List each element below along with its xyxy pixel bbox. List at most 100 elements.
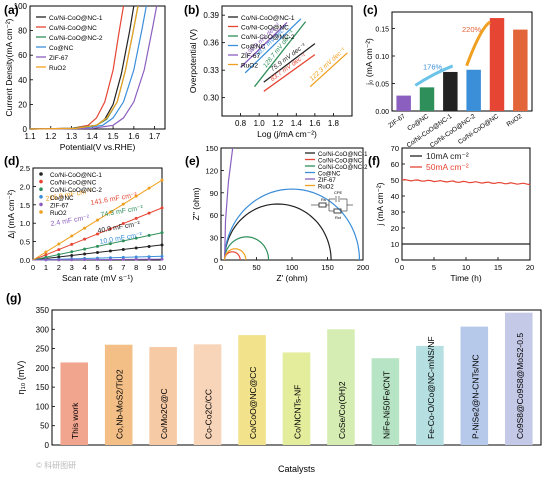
overpotential-bar-6: [327, 329, 355, 445]
legend-label: Co@NC: [49, 45, 74, 52]
y-tick-label: 100: [36, 402, 50, 411]
y-tick-label: 50: [391, 176, 399, 185]
catalyst-label: P-NiSe2@N-CNTs/NC: [470, 354, 480, 439]
y-tick-label: 90: [210, 189, 218, 198]
x-tick-label: 1.8: [328, 119, 340, 128]
overpotential-bar-4: [238, 335, 266, 445]
overpotential-bar-9: [460, 326, 489, 445]
cdl-point: [70, 242, 74, 246]
x-tick-label: 8: [134, 263, 138, 272]
eis-arc-0: [224, 203, 332, 260]
panel-label: (a): [4, 3, 19, 17]
j0-bar-3: [466, 69, 481, 111]
legend-marker: [39, 210, 43, 214]
cdl-point: [96, 250, 99, 254]
legend-label: Co/Ni-CoO@NC-1: [318, 152, 368, 158]
legend-label: Co/Ni-CoO@NC-1: [49, 15, 103, 22]
legend-label: ZIF-67: [318, 178, 336, 184]
y-tick-label: 0.00: [375, 109, 389, 116]
tafel-line-3: [244, 18, 302, 74]
overpotential-bar-3: [193, 344, 222, 445]
legend-label: Co/Ni-CoO@NC-1: [241, 15, 295, 22]
cdl-point: [83, 226, 87, 230]
cdl-value-label: 10.0 mF cm⁻²: [99, 231, 143, 245]
cdl-point: [147, 211, 151, 215]
legend-label: 50mA cm⁻²: [426, 162, 469, 172]
legend-marker: [39, 187, 43, 191]
cdl-point: [121, 222, 125, 226]
cdl-point: [44, 253, 48, 257]
x-tick-label: 7: [121, 263, 125, 272]
cdl-point: [147, 233, 151, 237]
cdl-point: [147, 186, 151, 190]
catalyst-label: Co-Co2C/CC: [204, 389, 214, 439]
y-axis-label: j₀ (mA cm⁻²): [364, 38, 374, 86]
cdl-point: [147, 244, 151, 248]
y-tick-label: 30: [391, 208, 399, 217]
legend-label: Co/Ni-CoO@NC: [241, 25, 289, 32]
cdl-point: [108, 227, 112, 231]
cdl-point: [121, 239, 125, 243]
legend-label: Co/Ni-CoO@NC: [318, 159, 363, 165]
x-axis-label: Potential(V vs.RHE): [60, 142, 136, 152]
legend-label: Co/Ni-CoO@NC: [50, 180, 97, 187]
cdl-point: [160, 243, 164, 247]
legend-marker: [39, 195, 43, 199]
cdl-point: [96, 258, 99, 262]
panel-label: (d): [4, 154, 19, 168]
x-tick-label: 200: [357, 263, 370, 272]
x-tick-label: 0: [31, 263, 35, 272]
x-tick-label: 0: [219, 263, 223, 272]
y-tick-label: 50: [40, 422, 49, 431]
x-tick-label: 1.5: [108, 132, 120, 141]
panel-label: (e): [185, 154, 200, 168]
cdl-point: [134, 255, 138, 259]
cdl-point: [134, 246, 138, 250]
cdl-point: [83, 258, 87, 262]
j0-bar-4: [489, 18, 505, 111]
tafel-line-1: [263, 54, 316, 92]
y-axis-label: η₁₀ (mV): [16, 361, 26, 395]
j0-category-label: RuO2: [506, 113, 524, 129]
tafel-line-0: [263, 43, 316, 83]
tafel-slope-label: 122.3 mV dec⁻¹: [309, 46, 348, 83]
y-tick-label: 250: [36, 345, 50, 354]
y-tick-label: 40: [391, 192, 399, 201]
catalyst-label: Co9S8@Co9S8@MoS2-0.5: [515, 333, 525, 439]
annotation-176: 176%: [423, 62, 443, 71]
y-tick-label: 30: [210, 234, 218, 243]
x-tick-label: 1.6: [128, 132, 140, 141]
legend-label: Co@NC: [241, 44, 266, 51]
cdl-point: [134, 257, 138, 261]
catalyst-label: Fe-Co-O/Co@NC-mNS/NF: [426, 336, 436, 439]
y-tick-label: 10: [391, 240, 399, 249]
x-tick-label: 0: [400, 263, 404, 272]
annotation-arrow-220: [465, 20, 491, 67]
y-tick-label: 120: [205, 166, 218, 175]
legend-label: Co/Ni-CoO@NC-1: [50, 172, 102, 179]
catalyst-label: Co/CoO@NC@CC: [248, 366, 258, 439]
cdl-point: [83, 237, 87, 241]
eis-arc-5: [224, 248, 247, 260]
y-axis-label: Δj (mA cm⁻²): [6, 189, 16, 238]
cdl-point: [121, 202, 125, 206]
cdl-point: [108, 249, 112, 253]
cdl-point: [108, 257, 112, 261]
cdl-point: [160, 206, 164, 210]
j0-plot-frame: [391, 11, 533, 112]
eis-arc-3: [224, 188, 360, 260]
y-axis-label: j (mA cm⁻²): [375, 182, 385, 226]
cdl-value-label: 74.3 mF cm⁻²: [100, 204, 144, 218]
x-tick-label: 3: [70, 263, 74, 272]
y-tick-label: 0.5: [20, 238, 30, 247]
j0-bar-2: [443, 71, 458, 111]
cdl-point: [57, 242, 61, 246]
cdl-point: [108, 242, 112, 246]
x-tick-label: 6: [108, 263, 112, 272]
j0-bar-0: [396, 95, 411, 111]
x-tick-label: 1.2: [272, 119, 284, 128]
y-tick-label: 40: [18, 76, 27, 85]
y-tick-label: 300: [36, 325, 50, 334]
legend-label: Co/Ni-CoO@NC-2: [318, 165, 368, 171]
x-tick-label: 2: [57, 263, 61, 272]
